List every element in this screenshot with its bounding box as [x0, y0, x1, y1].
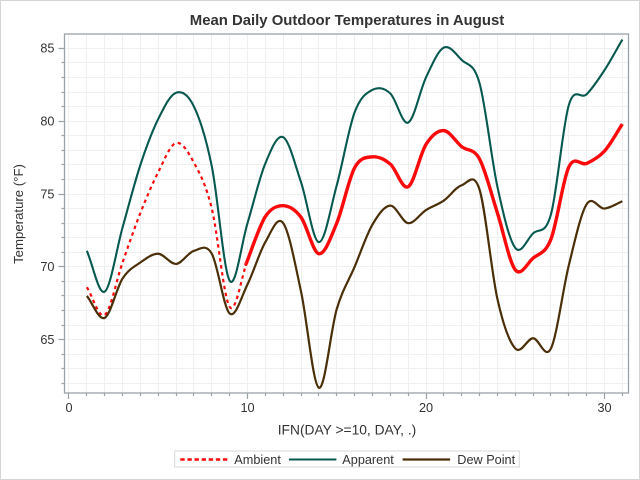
svg-text:30: 30	[597, 401, 611, 415]
svg-text:20: 20	[419, 401, 433, 415]
svg-text:Temperature (°F): Temperature (°F)	[11, 164, 26, 264]
svg-text:IFN(DAY >=10, DAY, .): IFN(DAY >=10, DAY, .)	[278, 422, 417, 437]
svg-text:10: 10	[240, 401, 254, 415]
svg-text:0: 0	[65, 401, 72, 415]
svg-text:Apparent: Apparent	[342, 453, 394, 467]
svg-text:85: 85	[40, 42, 54, 56]
svg-text:Mean Daily Outdoor Temperature: Mean Daily Outdoor Temperatures in Augus…	[190, 13, 504, 29]
svg-text:70: 70	[40, 260, 54, 274]
svg-text:80: 80	[40, 114, 54, 128]
svg-text:75: 75	[40, 187, 54, 201]
svg-text:65: 65	[40, 333, 54, 347]
svg-text:Dew Point: Dew Point	[457, 453, 515, 467]
svg-text:Ambient: Ambient	[234, 453, 281, 467]
